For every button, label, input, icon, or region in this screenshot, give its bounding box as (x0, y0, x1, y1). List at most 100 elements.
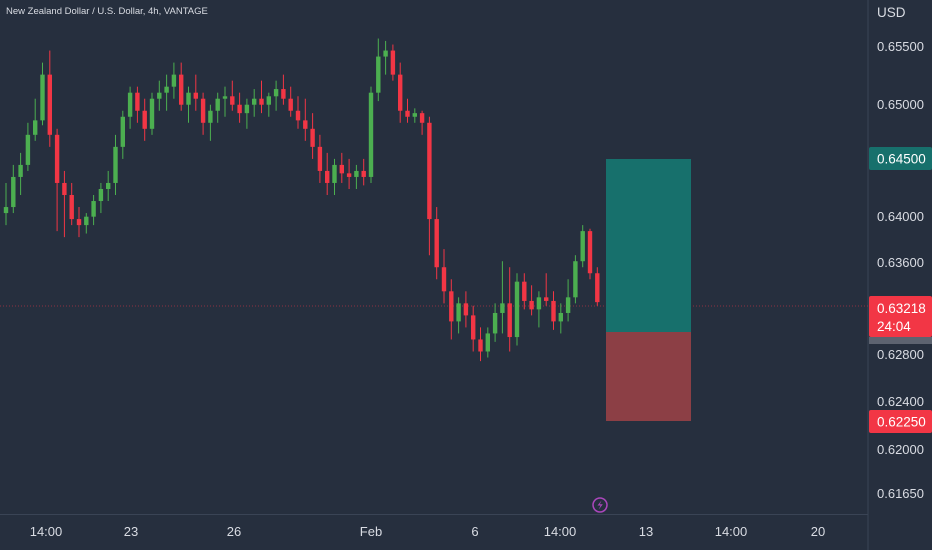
candle-body (3, 207, 9, 214)
candle (368, 86, 374, 183)
long-position-tool[interactable] (606, 159, 691, 421)
candle (310, 113, 315, 159)
candle-body (106, 182, 111, 189)
candle-body (69, 195, 74, 220)
profit-zone[interactable] (606, 159, 691, 332)
candle-body (376, 56, 381, 93)
candle (383, 40, 388, 75)
candle-body (485, 333, 490, 352)
candle-body (186, 92, 191, 105)
candle-body (441, 267, 447, 292)
candle-body (587, 231, 593, 274)
candle (434, 207, 439, 280)
candle-body (398, 74, 403, 111)
candle-body (514, 281, 520, 338)
candle-body (390, 50, 396, 75)
candle (449, 279, 454, 340)
candle (244, 98, 250, 129)
candle (317, 134, 323, 183)
candle (193, 74, 198, 111)
x-tick-label: 23 (124, 524, 138, 539)
candle-body (551, 300, 556, 322)
candle (11, 164, 16, 214)
x-tick-label: Feb (360, 524, 382, 539)
candle (346, 158, 352, 189)
candle-body (492, 312, 498, 334)
candle (485, 327, 490, 358)
candle-body (544, 297, 549, 301)
candle (47, 50, 52, 147)
candle (215, 92, 220, 123)
candle-body (405, 110, 410, 117)
candle (354, 164, 359, 189)
candle-body (120, 116, 125, 147)
candle (507, 267, 512, 352)
candle (135, 86, 140, 123)
candle-body (157, 92, 162, 99)
candle (471, 305, 476, 352)
candle-body (332, 164, 337, 183)
candle-body (222, 96, 228, 99)
candle-body (47, 74, 52, 135)
candle-body (273, 89, 279, 97)
candle (514, 273, 520, 346)
candle (25, 122, 31, 171)
y-tick-label: 0.64000 (877, 209, 924, 224)
candle (69, 182, 74, 226)
candle (529, 285, 534, 316)
lightning-event-icon[interactable] (592, 497, 608, 513)
candle (339, 152, 344, 183)
candle-body (171, 74, 177, 87)
candle (164, 74, 169, 111)
candle-body (164, 86, 169, 93)
candle (463, 291, 469, 328)
y-tick-label: 0.62000 (877, 442, 924, 457)
candle (295, 96, 301, 129)
candle (536, 291, 542, 328)
candle (91, 195, 96, 226)
candle-body (54, 134, 60, 183)
candle (325, 152, 330, 196)
candle-body (412, 113, 417, 117)
candle (120, 110, 125, 159)
candle (200, 92, 206, 135)
chart-title: New Zealand Dollar / U.S. Dollar, 4h, VA… (6, 6, 208, 17)
candle-body (595, 273, 600, 303)
candle (273, 80, 279, 111)
candle (54, 128, 60, 232)
candle-body (230, 96, 235, 105)
loss-zone[interactable] (606, 332, 691, 421)
candle-body (368, 92, 374, 177)
candle-body (244, 104, 250, 114)
x-tick-label: 14:00 (544, 524, 577, 539)
candle-body (62, 182, 67, 196)
candle-body (193, 92, 198, 99)
candle (492, 303, 498, 342)
candle-body (127, 92, 133, 117)
candle-body (434, 219, 439, 268)
price-axis-labels[interactable]: 0.65500 0.65000 0.64000 0.63600 0.62800 … (877, 39, 924, 501)
candle (171, 62, 177, 99)
candle (113, 134, 118, 196)
candle-body (339, 164, 344, 174)
candle (208, 104, 213, 141)
candle (179, 62, 184, 111)
candle (40, 62, 45, 126)
candle (98, 182, 104, 214)
candle (3, 182, 9, 226)
candle (259, 80, 264, 114)
candle-body (383, 50, 388, 57)
currency-label[interactable]: USD (877, 5, 906, 20)
candle-body (237, 104, 242, 114)
candle-body (295, 110, 301, 121)
candle-body (310, 128, 315, 147)
candle (398, 62, 403, 123)
time-axis-labels[interactable]: 14:00 23 26 Feb 6 14:00 13 14:00 20 (30, 524, 826, 539)
candle-body (18, 164, 23, 177)
candle (376, 38, 381, 102)
candle-body (252, 98, 257, 105)
candle (106, 170, 111, 202)
y-tick-label: 0.62400 (877, 394, 924, 409)
candle (18, 152, 23, 196)
